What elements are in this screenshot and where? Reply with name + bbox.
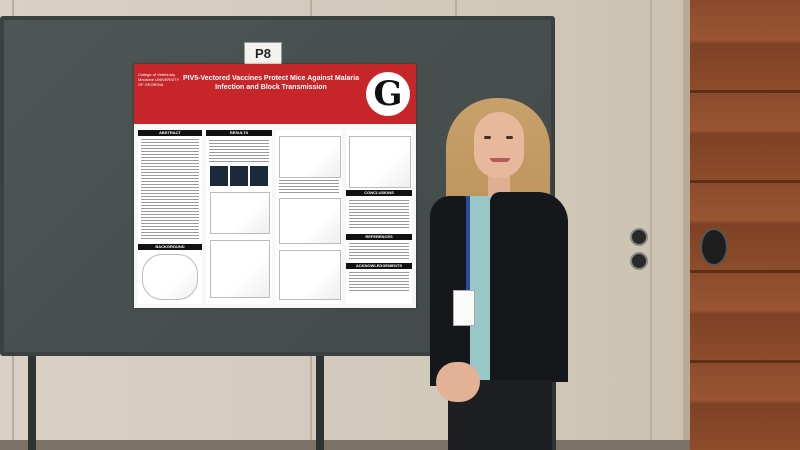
section-acknowledgements: ACKNOWLEDGEMENTS	[346, 263, 412, 269]
person-face	[474, 112, 524, 178]
results-image	[210, 166, 228, 186]
wood-seam	[690, 180, 800, 183]
wood-seam	[690, 90, 800, 93]
poster-column-1: ABSTRACT BACKGROUND	[138, 130, 202, 304]
person-eye	[506, 136, 513, 139]
name-badge	[453, 290, 475, 326]
results-chart	[210, 240, 270, 298]
wood-seam	[690, 360, 800, 363]
wood-seam	[690, 270, 800, 273]
background-figure	[142, 254, 198, 300]
wall-seam	[650, 0, 652, 450]
abstract-text	[141, 139, 199, 239]
wood-panel-wall	[690, 0, 800, 450]
wall-knob	[630, 252, 648, 270]
floor	[0, 440, 690, 450]
results-image	[250, 166, 268, 186]
section-results: RESULTS	[206, 130, 272, 136]
section-background: BACKGROUND	[138, 244, 202, 250]
door-frame	[683, 0, 693, 450]
board-leg	[316, 350, 324, 450]
booth-tag: P8	[244, 42, 282, 66]
logo-letter: G	[373, 74, 403, 114]
section-references: REFERENCES	[346, 234, 412, 240]
section-abstract: ABSTRACT	[138, 130, 202, 136]
poster-title: PIV5-Vectored Vaccines Protect Mice Agai…	[183, 75, 359, 91]
wall-outlet	[700, 228, 728, 266]
references-text	[349, 243, 409, 259]
person-hands	[436, 362, 480, 402]
results-chart	[210, 192, 270, 234]
person-eye	[484, 136, 491, 139]
person-blazer-right	[490, 192, 568, 382]
results-chart	[279, 198, 341, 244]
research-poster: College of Veterinary Medicine UNIVERSIT…	[134, 64, 416, 308]
poster-column-3	[276, 130, 342, 304]
poster-column-4: CONCLUSIONS REFERENCES ACKNOWLEDGEMENTS	[346, 130, 412, 304]
uga-logo: G	[366, 72, 410, 116]
poster-college: College of Veterinary Medicine UNIVERSIT…	[138, 72, 180, 87]
acknowledgements-text	[349, 272, 409, 292]
section-conclusions: CONCLUSIONS	[346, 190, 412, 196]
board-leg	[28, 350, 36, 450]
results-chart	[349, 136, 411, 188]
results-text	[279, 180, 339, 194]
results-text	[209, 140, 269, 162]
poster-column-2: RESULTS	[206, 130, 272, 304]
wall-knob	[630, 228, 648, 246]
lanyard	[466, 196, 470, 296]
results-chart	[279, 136, 341, 178]
conclusions-text	[349, 200, 409, 230]
results-chart	[279, 250, 341, 300]
results-image	[230, 166, 248, 186]
person-smile	[490, 158, 510, 162]
